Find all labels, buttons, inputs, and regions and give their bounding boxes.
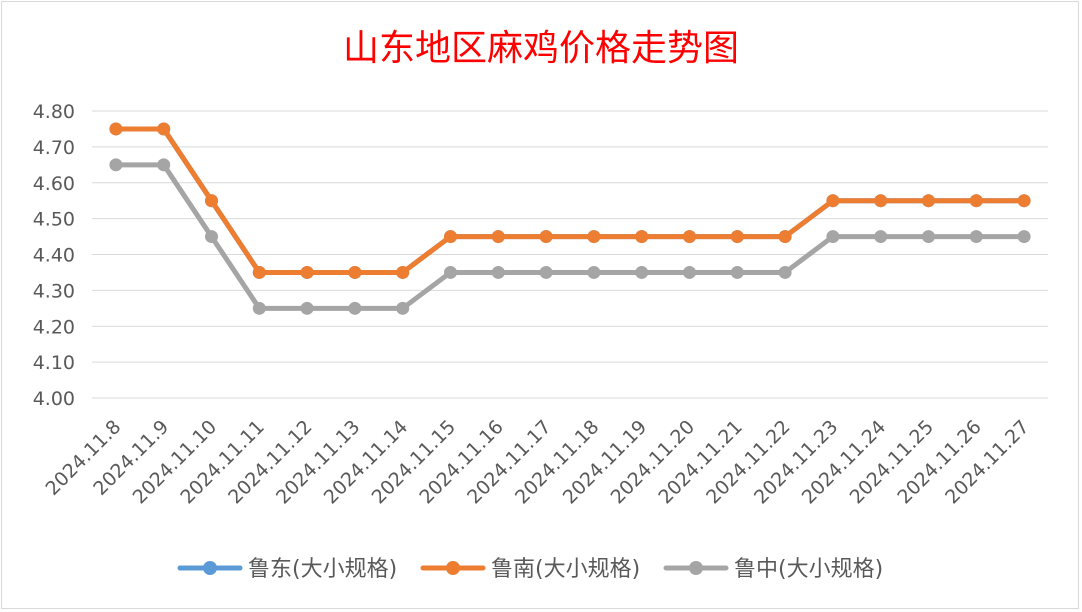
data-point [444, 265, 457, 279]
data-point [539, 230, 553, 244]
y-tick-label: 4.80 [33, 101, 75, 123]
data-point [635, 230, 649, 244]
legend-marker [689, 561, 703, 575]
data-point [683, 265, 696, 279]
data-point [969, 230, 983, 244]
data-point [587, 265, 601, 279]
data-point [205, 194, 218, 208]
data-point [874, 194, 888, 208]
data-point [348, 265, 362, 279]
data-point [922, 230, 935, 244]
data-point [300, 265, 314, 279]
y-tick-label: 4.70 [33, 137, 75, 159]
series-line [113, 162, 1027, 311]
data-point [778, 230, 792, 244]
legend-marker [446, 561, 460, 575]
legend-item: 鲁南(大小规格) [420, 557, 640, 582]
data-point [874, 230, 888, 244]
legend-label: 鲁中(大小规格) [734, 557, 883, 582]
legend-label: 鲁东(大小规格) [248, 557, 397, 582]
data-point [826, 194, 840, 208]
data-point [587, 230, 601, 244]
data-point [252, 301, 266, 315]
series-1 [109, 122, 1031, 279]
data-point [730, 265, 744, 279]
y-tick-label: 4.50 [33, 209, 75, 231]
legend-label: 鲁南(大小规格) [491, 557, 640, 582]
series-group [109, 122, 1031, 315]
y-tick-label: 4.10 [33, 352, 75, 374]
data-point [683, 230, 696, 244]
grid-lines [92, 110, 1048, 399]
data-point [635, 265, 649, 279]
y-tick-label: 4.20 [33, 316, 75, 338]
data-point [300, 301, 314, 315]
data-point [157, 122, 171, 136]
legend: 鲁东(大小规格) 鲁南(大小规格) 鲁中(大小规格) [177, 557, 883, 582]
y-axis-ticks: 4.80 4.70 4.60 4.50 4.40 4.30 4.20 4.10 4.00 [33, 101, 75, 410]
data-point [778, 265, 792, 279]
data-point [491, 230, 505, 244]
data-point [922, 194, 935, 208]
data-point [1017, 230, 1031, 244]
legend-item: 鲁中(大小规格) [663, 557, 883, 582]
y-tick-label: 4.30 [33, 280, 75, 302]
data-point [109, 122, 123, 136]
series-line [113, 126, 1027, 275]
data-point [444, 230, 457, 244]
x-axis-ticks: 2024.11.82024.11.92024.11.102024.11.1120… [41, 416, 1033, 508]
data-point [348, 301, 362, 315]
data-point [491, 265, 505, 279]
y-tick-label: 4.00 [33, 388, 75, 410]
data-point [396, 265, 410, 279]
data-point [109, 158, 123, 172]
data-point [826, 230, 840, 244]
data-point [205, 230, 218, 244]
data-point [252, 265, 266, 279]
series-2 [109, 158, 1031, 315]
legend-marker [203, 561, 217, 575]
y-tick-label: 4.60 [33, 173, 75, 195]
data-point [157, 158, 171, 172]
data-point [1017, 194, 1031, 208]
data-point [539, 265, 553, 279]
data-point [396, 301, 410, 315]
chart-title: 山东地区麻鸡价格走势图 [343, 28, 739, 69]
y-tick-label: 4.40 [33, 245, 75, 267]
data-point [969, 194, 983, 208]
legend-item: 鲁东(大小规格) [177, 557, 397, 582]
data-point [730, 230, 744, 244]
